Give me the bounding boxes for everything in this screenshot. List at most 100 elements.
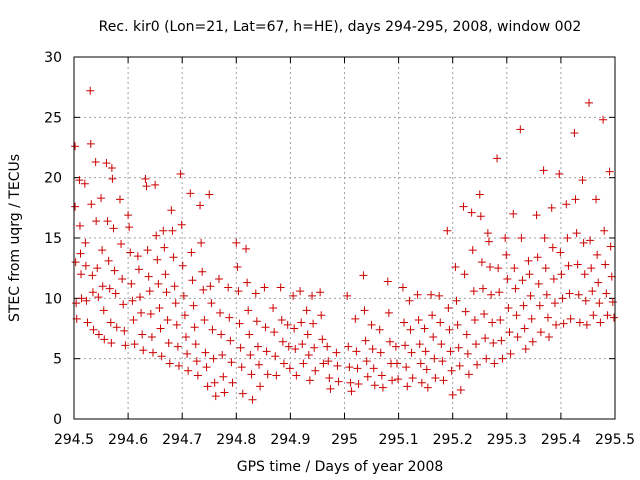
- data-point: [407, 348, 416, 357]
- data-point: [173, 342, 182, 351]
- data-point: [311, 366, 320, 375]
- data-point: [151, 180, 160, 189]
- data-point: [565, 289, 574, 298]
- data-point: [487, 290, 496, 299]
- data-point: [183, 349, 192, 358]
- data-point: [164, 338, 173, 347]
- data-point: [235, 319, 244, 328]
- data-point: [283, 320, 292, 329]
- data-point: [125, 223, 134, 232]
- data-point: [536, 328, 545, 337]
- data-point: [459, 202, 468, 211]
- data-point: [548, 243, 557, 252]
- data-point: [588, 287, 597, 296]
- data-point: [318, 335, 327, 344]
- x-tick-label: 294.6: [108, 432, 148, 448]
- data-point: [82, 296, 91, 305]
- data-point: [361, 336, 370, 345]
- data-point: [209, 354, 218, 363]
- data-point: [91, 157, 100, 166]
- axis-ticks: 294.5 294.6 294.7 294.8 294.9 295 295.1 295.2 29…: [44, 50, 635, 448]
- x-tick-label: 294.8: [216, 432, 256, 448]
- data-point: [71, 142, 80, 151]
- data-point: [263, 370, 272, 379]
- data-point: [600, 226, 609, 235]
- grid-lines: [74, 57, 615, 419]
- data-point: [260, 283, 269, 292]
- data-point: [353, 364, 362, 373]
- data-point: [71, 202, 80, 211]
- data-point: [298, 340, 307, 349]
- data-point: [142, 182, 151, 191]
- data-point: [121, 341, 130, 350]
- data-point: [476, 212, 485, 221]
- data-point: [326, 384, 335, 393]
- data-point: [445, 325, 454, 334]
- data-point: [290, 324, 299, 333]
- data-point: [193, 371, 202, 380]
- data-point: [190, 323, 199, 332]
- data-point: [111, 289, 120, 298]
- data-point: [118, 275, 127, 284]
- data-point: [555, 170, 564, 179]
- data-point: [272, 371, 281, 380]
- data-point: [544, 332, 553, 341]
- data-point: [602, 289, 611, 298]
- data-points: [71, 86, 618, 404]
- data-point: [343, 291, 352, 300]
- data-point: [147, 332, 156, 341]
- data-point: [80, 179, 89, 188]
- data-point: [238, 389, 247, 398]
- data-point: [384, 308, 393, 317]
- data-point: [377, 371, 386, 380]
- data-point: [234, 287, 243, 296]
- data-point: [429, 332, 438, 341]
- data-point: [562, 200, 571, 209]
- y-tick-label: 25: [44, 110, 62, 126]
- data-point: [345, 363, 354, 372]
- data-point: [184, 366, 193, 375]
- data-point: [437, 340, 446, 349]
- data-point: [106, 318, 115, 327]
- data-point: [482, 354, 491, 363]
- data-point: [119, 300, 128, 309]
- data-point: [129, 316, 138, 325]
- data-point: [595, 299, 604, 308]
- data-point: [208, 325, 217, 334]
- data-point: [532, 211, 541, 220]
- data-point: [227, 358, 236, 367]
- data-point: [517, 234, 526, 242]
- data-point: [480, 310, 489, 319]
- data-point: [528, 337, 537, 346]
- data-point: [285, 364, 294, 373]
- data-point: [463, 349, 472, 358]
- data-point: [139, 346, 148, 355]
- data-point: [354, 380, 363, 389]
- y-tick-label: 5: [53, 352, 62, 368]
- data-point: [481, 334, 490, 343]
- data-point: [478, 284, 487, 293]
- data-point: [284, 342, 293, 351]
- data-point: [547, 203, 556, 212]
- data-point: [376, 348, 385, 357]
- data-point: [217, 330, 226, 339]
- data-point: [352, 347, 361, 356]
- data-point: [297, 318, 306, 327]
- data-point: [137, 308, 146, 317]
- data-point: [191, 340, 200, 349]
- data-point: [233, 262, 242, 271]
- data-point: [152, 231, 161, 240]
- data-point: [104, 256, 113, 265]
- data-point: [179, 291, 188, 300]
- data-point: [504, 303, 513, 312]
- data-point: [572, 229, 581, 238]
- data-point: [493, 154, 502, 163]
- data-point: [534, 279, 543, 288]
- data-point: [178, 261, 187, 270]
- data-point: [587, 264, 596, 273]
- data-point: [200, 316, 209, 325]
- data-point: [446, 347, 455, 356]
- data-point: [363, 372, 372, 381]
- data-point: [162, 288, 171, 297]
- data-point: [552, 320, 561, 329]
